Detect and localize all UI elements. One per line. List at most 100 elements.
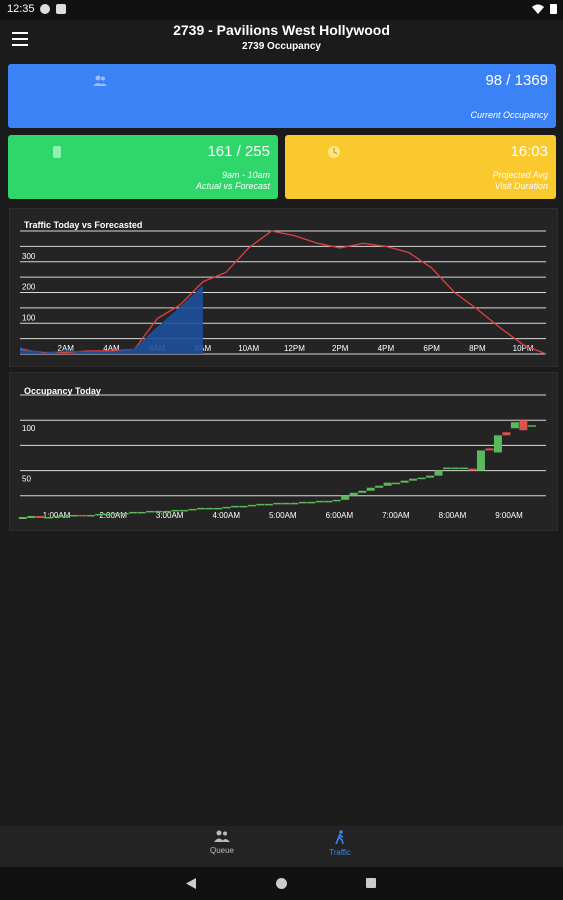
candle [78, 514, 87, 517]
x-tick-label: 2AM [58, 344, 75, 353]
occupancy-chart-panel: Occupancy Today 50 100 1:00AM 2:00AM 3:00AM 4:… [9, 372, 558, 531]
traffic-label: 9am - 10am Actual vs Forecast [196, 170, 270, 192]
wifi-icon [532, 4, 544, 14]
duration-label: Projected Avg Visit Duration [492, 170, 548, 192]
current-occupancy-card: 98 / 1369 Current Occupancy [8, 64, 556, 128]
candle [205, 507, 214, 510]
candle [375, 485, 384, 488]
candle [527, 425, 536, 427]
candle [502, 432, 511, 436]
chart-title: Traffic Today vs Forecasted [24, 220, 142, 230]
candle [27, 515, 36, 518]
recents-icon[interactable] [366, 878, 376, 888]
back-icon[interactable] [186, 878, 196, 889]
y-tick-label: 300 [22, 252, 36, 261]
duration-label-line1: Projected Avg [492, 170, 548, 180]
x-tick-label: 10AM [238, 344, 259, 353]
app-notification-icon [40, 4, 50, 14]
y-tick-label: 50 [22, 475, 31, 484]
series-area [20, 286, 203, 354]
people-icon [93, 75, 107, 86]
x-tick-label: 2PM [332, 344, 349, 353]
occupancy-value: 98 / 1369 [485, 72, 548, 89]
candle [400, 480, 409, 483]
candle [332, 499, 341, 502]
candle [519, 420, 528, 431]
candle [95, 513, 104, 516]
traffic-label-line2: Actual vs Forecast [195, 181, 270, 191]
duration-value: 16:03 [510, 143, 548, 160]
candle [163, 510, 172, 513]
x-tick-label: 10PM [513, 344, 534, 353]
candle [341, 495, 350, 500]
nav-queue[interactable]: Queue [182, 830, 262, 855]
x-tick-label: 3:00AM [156, 511, 184, 520]
candle [324, 500, 333, 503]
candle [392, 482, 401, 485]
candle [171, 509, 180, 512]
phone-icon [53, 146, 61, 158]
candle [18, 516, 27, 519]
home-icon[interactable] [276, 878, 287, 889]
candle [222, 506, 231, 509]
candle [146, 510, 155, 513]
candle [315, 500, 324, 503]
candle [44, 516, 53, 519]
occupancy-label: Current Occupancy [470, 110, 548, 120]
x-tick-label: 12PM [284, 344, 305, 353]
candle [247, 504, 256, 507]
nav-queue-label: Queue [209, 846, 235, 855]
candle [409, 478, 418, 481]
candle [103, 513, 112, 516]
x-tick-label: 8PM [469, 344, 486, 353]
menu-icon[interactable] [12, 32, 28, 46]
nav-traffic[interactable]: Traffic [300, 830, 380, 857]
clock-icon [328, 146, 340, 158]
x-tick-label: 8AM [195, 344, 212, 353]
candle [230, 505, 239, 508]
candle [510, 422, 519, 429]
traffic-chart: Traffic Today vs Forecasted 100 200 300 2AM 4… [19, 220, 547, 355]
x-tick-label: 5:00AM [269, 511, 297, 520]
candle [112, 512, 121, 515]
series-line [19, 285, 204, 355]
candle [281, 502, 290, 505]
x-tick-label: 8:00AM [439, 511, 467, 520]
candle [358, 490, 367, 493]
x-tick-label: 6PM [423, 344, 440, 353]
status-icons [532, 3, 557, 14]
people-icon [214, 830, 230, 842]
x-tick-label: 2:00AM [99, 511, 127, 520]
candle [61, 515, 70, 518]
traffic-forecast-card: 161 / 255 9am - 10am Actual vs Forecast [8, 135, 278, 199]
traffic-label-line1: 9am - 10am [221, 170, 270, 180]
occupancy-chart: Occupancy Today 50 100 1:00AM 2:00AM 3:00AM 4:… [18, 386, 546, 520]
candle [459, 467, 468, 470]
x-tick-label: 4:00AM [212, 511, 240, 520]
candle [256, 503, 265, 506]
x-tick-label: 4PM [378, 344, 395, 353]
nav-traffic-label: Traffic [329, 848, 351, 857]
candle [349, 492, 358, 496]
traffic-value: 161 / 255 [207, 143, 270, 160]
candle [383, 482, 392, 486]
candle [264, 503, 273, 506]
file-notification-icon [56, 4, 66, 14]
series-line [19, 230, 547, 355]
y-tick-label: 100 [22, 313, 36, 322]
candle [196, 507, 205, 510]
candle [52, 515, 61, 518]
page-title: 2739 - Pavilions West Hollywood [173, 22, 390, 38]
status-time: 12:35 [7, 3, 35, 15]
system-navigation-bar [0, 867, 563, 900]
candle [443, 467, 452, 470]
candle [129, 511, 138, 514]
walking-icon [335, 830, 344, 845]
candle [366, 487, 375, 491]
visit-duration-card: 16:03 Projected Avg Visit Duration [285, 135, 556, 199]
candle [120, 512, 129, 515]
candle [273, 502, 282, 505]
x-tick-label: 1:00AM [43, 511, 71, 520]
candle [476, 450, 485, 471]
candle [35, 515, 44, 518]
